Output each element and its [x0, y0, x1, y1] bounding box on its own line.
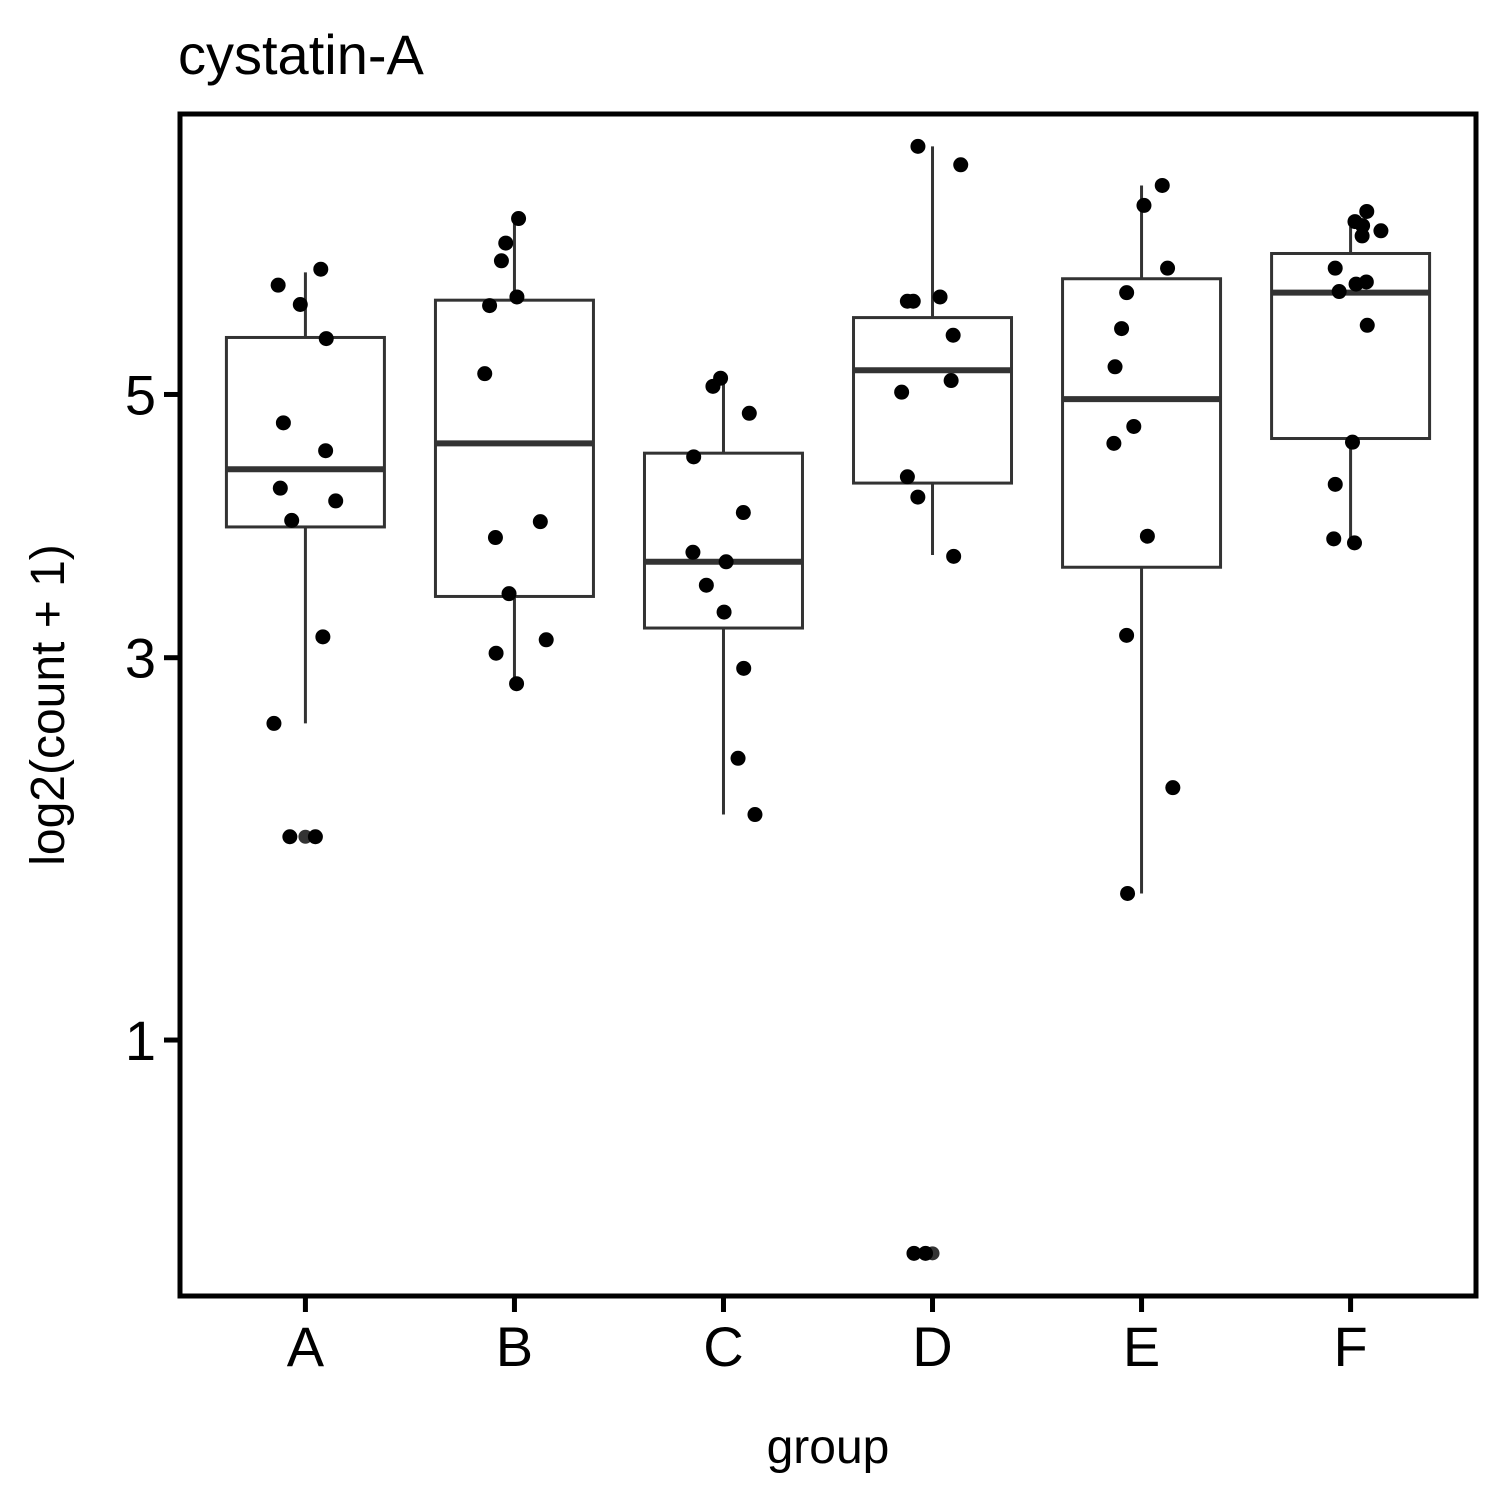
- data-point: [906, 1245, 922, 1261]
- box-iqr: [224, 335, 386, 529]
- data-point: [910, 489, 926, 505]
- data-point: [477, 366, 493, 382]
- box-group-f: [1270, 226, 1432, 539]
- x-tick-label: D: [912, 1315, 952, 1378]
- data-point: [275, 415, 291, 431]
- data-point: [282, 829, 298, 845]
- box-group-a: [224, 272, 386, 844]
- data-point: [736, 660, 752, 676]
- box-iqr: [852, 316, 1014, 485]
- data-point: [272, 480, 288, 496]
- data-point: [741, 405, 757, 421]
- data-point: [918, 1245, 934, 1261]
- data-point: [1126, 418, 1142, 434]
- data-point: [284, 512, 300, 528]
- box-iqr: [642, 451, 804, 630]
- data-point: [1114, 321, 1130, 337]
- data-point: [718, 554, 734, 570]
- box-group-b: [433, 221, 595, 684]
- data-point: [910, 138, 926, 154]
- data-point: [945, 327, 961, 343]
- data-point: [1165, 780, 1181, 796]
- data-point: [705, 378, 721, 394]
- plot-area: [224, 138, 1432, 1261]
- data-point: [1120, 885, 1136, 901]
- x-tick-label: E: [1123, 1315, 1160, 1378]
- axes: 1 3 5 A B C D E F: [125, 363, 1368, 1378]
- data-point: [1119, 627, 1135, 643]
- data-point: [894, 384, 910, 400]
- data-point: [509, 676, 525, 692]
- data-point: [932, 289, 948, 305]
- box-group-e: [1061, 185, 1223, 894]
- data-point: [1327, 476, 1343, 492]
- data-point: [905, 293, 921, 309]
- data-point: [498, 235, 514, 251]
- data-point: [946, 548, 962, 564]
- y-tick-label: 3: [125, 627, 156, 690]
- data-point: [1107, 359, 1123, 375]
- data-point: [493, 253, 509, 269]
- data-point: [266, 715, 282, 731]
- data-point: [1106, 435, 1122, 451]
- chart-title: cystatin-A: [178, 23, 424, 86]
- data-point: [487, 530, 503, 546]
- data-point: [318, 331, 334, 347]
- data-point: [315, 629, 331, 645]
- data-point: [899, 469, 915, 485]
- data-point: [532, 514, 548, 530]
- data-point: [685, 544, 701, 560]
- data-point: [313, 261, 329, 277]
- y-tick-label: 5: [125, 363, 156, 426]
- data-point: [1373, 223, 1389, 239]
- data-point: [1359, 203, 1375, 219]
- data-point: [501, 586, 517, 602]
- data-point: [735, 505, 751, 521]
- data-point: [1154, 177, 1170, 193]
- data-point: [1327, 260, 1343, 276]
- data-point: [698, 577, 714, 593]
- data-point: [482, 298, 498, 314]
- x-axis-label: group: [767, 1421, 890, 1474]
- data-point: [1136, 197, 1152, 213]
- data-point: [307, 829, 323, 845]
- data-point: [292, 297, 308, 313]
- x-tick-label: A: [287, 1315, 325, 1378]
- y-tick-label: 1: [125, 1009, 156, 1072]
- data-point: [509, 289, 525, 305]
- x-tick-label: B: [496, 1315, 533, 1378]
- data-point: [953, 157, 969, 173]
- data-point: [511, 211, 527, 227]
- box-iqr: [433, 298, 595, 598]
- data-point: [1346, 535, 1362, 551]
- box-iqr: [1061, 277, 1223, 569]
- data-point: [730, 750, 746, 766]
- y-axis-label: log2(count + 1): [22, 544, 75, 866]
- box-group-c: [642, 378, 804, 815]
- x-tick-label: C: [703, 1315, 743, 1378]
- data-point: [1160, 260, 1176, 276]
- data-point: [1119, 285, 1135, 301]
- data-point: [328, 493, 344, 509]
- data-point: [1354, 228, 1370, 244]
- data-point: [1139, 528, 1155, 544]
- data-point: [488, 645, 504, 661]
- data-point: [1344, 434, 1360, 450]
- data-point: [1359, 317, 1375, 333]
- x-tick-label: F: [1333, 1315, 1367, 1378]
- data-point: [1331, 284, 1347, 300]
- data-point: [270, 277, 286, 293]
- data-point: [747, 807, 763, 823]
- plot-frame: [177, 111, 1479, 1299]
- data-point: [686, 449, 702, 465]
- data-point: [318, 443, 334, 459]
- data-point: [538, 632, 554, 648]
- data-point: [1348, 276, 1364, 292]
- data-point: [716, 604, 732, 620]
- box-group-d: [852, 146, 1014, 1261]
- data-point: [1326, 531, 1342, 547]
- data-point: [943, 373, 959, 389]
